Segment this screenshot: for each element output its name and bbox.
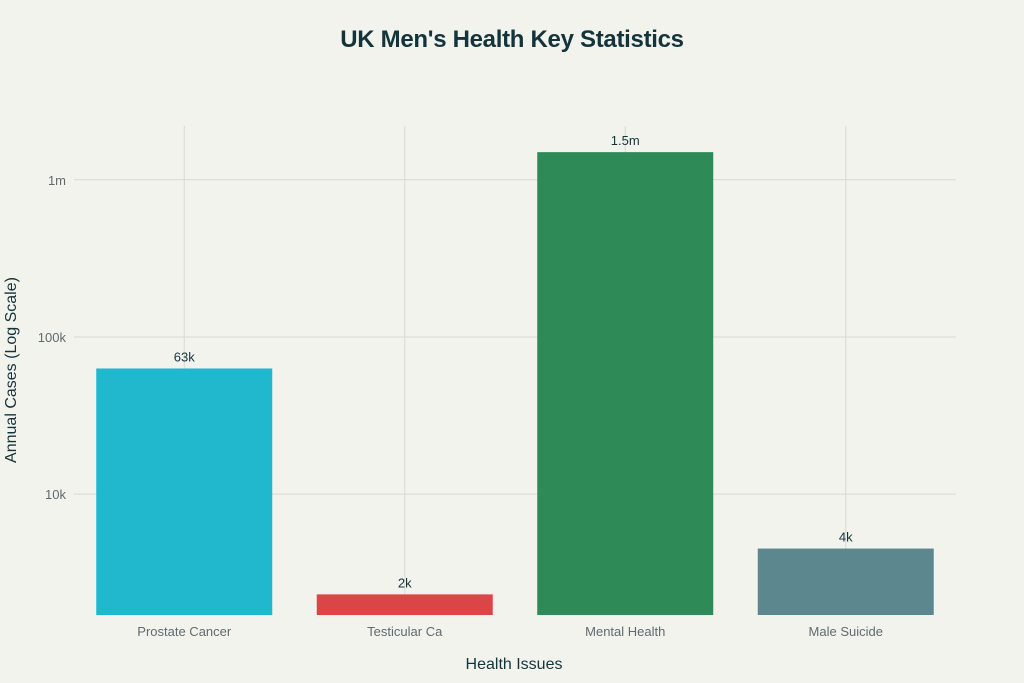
y-axis-label: Annual Cases (Log Scale) bbox=[3, 277, 20, 463]
bar bbox=[757, 548, 934, 615]
bar bbox=[316, 594, 493, 615]
bar bbox=[537, 152, 714, 616]
x-tick-label: Testicular Ca bbox=[367, 624, 443, 639]
data-label: 1.5m bbox=[611, 133, 640, 148]
data-label: 4k bbox=[839, 530, 853, 545]
data-labels: 63k 2k 1.5m 4k bbox=[174, 133, 853, 590]
x-tick-label: Male Suicide bbox=[809, 624, 883, 639]
data-label: 2k bbox=[398, 575, 412, 590]
y-tick-label: 100k bbox=[38, 330, 67, 345]
data-label: 63k bbox=[174, 349, 195, 364]
bar bbox=[96, 368, 273, 615]
chart-title: UK Men's Health Key Statistics bbox=[340, 26, 684, 53]
bars bbox=[96, 152, 934, 616]
x-tick-label: Mental Health bbox=[585, 624, 665, 639]
x-axis-label: Health Issues bbox=[465, 656, 563, 673]
axis-ticks: 10k 100k 1m Prostate Cancer Testicular Ca Men… bbox=[38, 173, 883, 639]
y-tick-label: 1m bbox=[48, 173, 66, 188]
y-tick-label: 10k bbox=[45, 487, 66, 502]
x-tick-label: Prostate Cancer bbox=[137, 624, 232, 639]
